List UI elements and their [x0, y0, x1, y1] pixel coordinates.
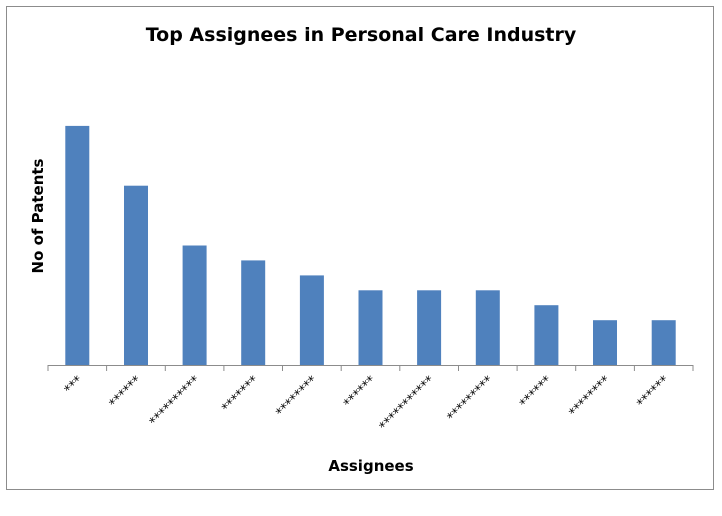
x-tick-label: ****** [517, 373, 556, 412]
x-tick-labels: *** ****** ********** ******* ******** ******… [62, 373, 673, 435]
bar-3 [182, 245, 207, 365]
bar-5 [299, 275, 324, 365]
x-tick-label: ******** [566, 373, 614, 421]
bar-1 [65, 125, 90, 366]
bar-8 [475, 290, 500, 365]
chart-title: Top Assignees in Personal Care Industry [145, 24, 577, 46]
x-axis [47, 365, 694, 371]
bar-9 [534, 305, 559, 365]
x-tick-label: *********** [377, 373, 439, 435]
x-tick-label: ********* [445, 373, 497, 425]
x-tick-label: ****** [107, 373, 146, 412]
x-tick-label: *** [62, 373, 87, 398]
bars-group [65, 125, 676, 366]
x-axis-title: Assignees [328, 457, 414, 475]
bar-2 [124, 185, 148, 365]
bar-7 [417, 290, 442, 365]
bar-11 [651, 320, 676, 365]
bar-6 [358, 290, 383, 365]
x-tick-label: ******* [219, 373, 262, 416]
x-tick-label: ******** [273, 373, 321, 421]
bar-10 [593, 320, 617, 365]
x-tick-label: ********** [147, 373, 204, 430]
x-tick-label: ****** [341, 373, 380, 412]
x-tick-label: ****** [634, 373, 673, 412]
bar-4 [241, 260, 266, 365]
